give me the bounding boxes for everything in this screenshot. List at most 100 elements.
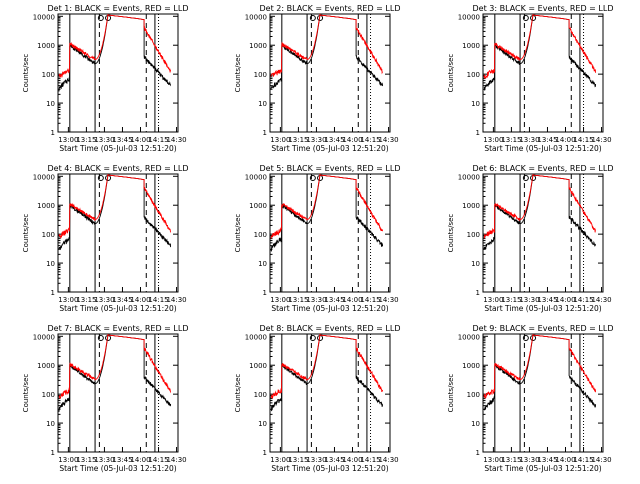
series-events xyxy=(270,173,384,252)
y-tick-label: 100 xyxy=(42,71,55,79)
flare-marker xyxy=(309,15,316,21)
y-tick-label: 10 xyxy=(258,260,267,268)
x-tick-label: 14:30 xyxy=(166,136,186,144)
y-axis-label: Counts/sec xyxy=(22,54,30,93)
x-tick-label: 13:15 xyxy=(76,296,96,304)
x-tick-label: 13:45 xyxy=(112,296,132,304)
y-tick-label: 1 xyxy=(263,289,267,297)
y-tick-label: 1 xyxy=(476,289,480,297)
x-tick-label: 14:15 xyxy=(360,296,380,304)
x-tick-label: 13:30 xyxy=(519,296,539,304)
y-axis-label: Counts/sec xyxy=(447,214,455,253)
series-lld xyxy=(58,173,172,239)
y-axis-label: Counts/sec xyxy=(22,374,30,413)
y-tick-label: 1 xyxy=(476,449,480,457)
flare-marker xyxy=(97,175,104,181)
x-tick-label: 13:30 xyxy=(306,456,326,464)
chart-title: Det 1: BLACK = Events, RED = LLD xyxy=(48,4,189,13)
y-tick-label: 1 xyxy=(51,449,55,457)
flare-marker xyxy=(522,175,529,181)
x-axis-label: Start Time (05-Jul-03 12:51:20) xyxy=(484,464,601,473)
series-lld xyxy=(270,13,383,77)
x-tick-label: 13:30 xyxy=(519,456,539,464)
x-tick-label: 14:15 xyxy=(148,296,168,304)
y-tick-label: 10 xyxy=(46,260,55,268)
flare-marker xyxy=(97,335,104,341)
flare-marker xyxy=(522,15,529,21)
y-tick-label: 1 xyxy=(476,129,480,137)
y-tick-label: 10000 xyxy=(245,13,267,21)
y-tick-label: 1000 xyxy=(37,362,55,370)
x-tick-label: 14:30 xyxy=(378,296,398,304)
x-tick-label: 14:00 xyxy=(130,136,150,144)
plot-frame xyxy=(482,13,604,133)
x-tick-label: 13:45 xyxy=(537,456,557,464)
x-tick-label: 13:00 xyxy=(58,296,78,304)
chart-panel-1: Det 1: BLACK = Events, RED = LLD 1 10 100 10… xyxy=(22,4,188,153)
y-axis-label: Counts/sec xyxy=(447,374,455,413)
y-tick-label: 10000 xyxy=(458,173,480,181)
y-tick-label: 1 xyxy=(263,129,267,137)
x-tick-label: 13:30 xyxy=(306,296,326,304)
x-tick-label: 13:45 xyxy=(112,456,132,464)
y-tick-label: 10000 xyxy=(33,13,55,21)
x-tick-label: 14:00 xyxy=(130,456,150,464)
x-tick-label: 14:00 xyxy=(342,296,362,304)
x-tick-label: 14:30 xyxy=(166,296,186,304)
y-tick-label: 10000 xyxy=(33,333,55,341)
y-tick-label: 10000 xyxy=(458,333,480,341)
series-lld xyxy=(483,333,597,399)
x-tick-label: 14:30 xyxy=(591,456,611,464)
flare-marker xyxy=(522,335,529,341)
y-axis-label: Counts/sec xyxy=(234,214,242,253)
x-tick-label: 14:00 xyxy=(342,456,362,464)
y-tick-label: 10 xyxy=(471,100,480,108)
x-tick-label: 14:00 xyxy=(130,296,150,304)
x-tick-label: 14:30 xyxy=(378,456,398,464)
plot-frame xyxy=(57,333,179,453)
x-tick-label: 13:45 xyxy=(537,296,557,304)
chart-panel-8: Det 8: BLACK = Events, RED = LLD 1 10 100 10… xyxy=(234,324,400,473)
chart-panel-9: Det 9: BLACK = Events, RED = LLD 1 10 100 10… xyxy=(447,324,613,473)
x-axis-label: Start Time (05-Jul-03 12:51:20) xyxy=(271,144,388,153)
x-tick-label: 13:15 xyxy=(76,456,96,464)
x-axis-label: Start Time (05-Jul-03 12:51:20) xyxy=(59,304,176,313)
chart-title: Det 5: BLACK = Events, RED = LLD xyxy=(260,164,401,173)
flare-marker xyxy=(97,15,104,21)
x-tick-label: 14:15 xyxy=(573,296,593,304)
x-tick-label: 13:00 xyxy=(270,296,290,304)
chart-title: Det 6: BLACK = Events, RED = LLD xyxy=(473,164,614,173)
plot-frame xyxy=(57,13,179,133)
x-tick-label: 13:15 xyxy=(288,136,308,144)
x-tick-label: 14:15 xyxy=(148,456,168,464)
x-tick-label: 13:30 xyxy=(94,296,114,304)
series-lld xyxy=(270,173,384,239)
x-tick-label: 14:30 xyxy=(378,136,398,144)
y-tick-label: 1000 xyxy=(462,42,480,50)
y-tick-label: 1000 xyxy=(249,362,267,370)
plot-frame xyxy=(269,173,391,293)
x-tick-label: 14:15 xyxy=(360,136,380,144)
y-axis-label: Counts/sec xyxy=(234,374,242,413)
chart-title: Det 7: BLACK = Events, RED = LLD xyxy=(48,324,189,333)
x-tick-label: 14:00 xyxy=(555,136,575,144)
series-lld xyxy=(483,13,597,79)
x-tick-label: 13:15 xyxy=(501,296,521,304)
x-tick-label: 13:45 xyxy=(537,136,557,144)
x-axis-label: Start Time (05-Jul-03 12:51:20) xyxy=(59,144,176,153)
x-tick-label: 14:30 xyxy=(166,456,186,464)
series-lld xyxy=(270,333,384,399)
x-tick-label: 13:30 xyxy=(94,136,114,144)
chart-panel-6: Det 6: BLACK = Events, RED = LLD 1 10 100 10… xyxy=(447,164,613,313)
y-tick-label: 1000 xyxy=(462,362,480,370)
x-tick-label: 14:15 xyxy=(573,136,593,144)
chart-panel-4: Det 4: BLACK = Events, RED = LLD 1 10 100 10… xyxy=(22,164,188,313)
x-tick-label: 14:00 xyxy=(555,456,575,464)
plot-frame xyxy=(269,333,391,453)
x-tick-label: 13:15 xyxy=(501,136,521,144)
x-tick-label: 14:30 xyxy=(591,296,611,304)
x-tick-label: 13:15 xyxy=(288,456,308,464)
y-axis-label: Counts/sec xyxy=(234,54,242,93)
